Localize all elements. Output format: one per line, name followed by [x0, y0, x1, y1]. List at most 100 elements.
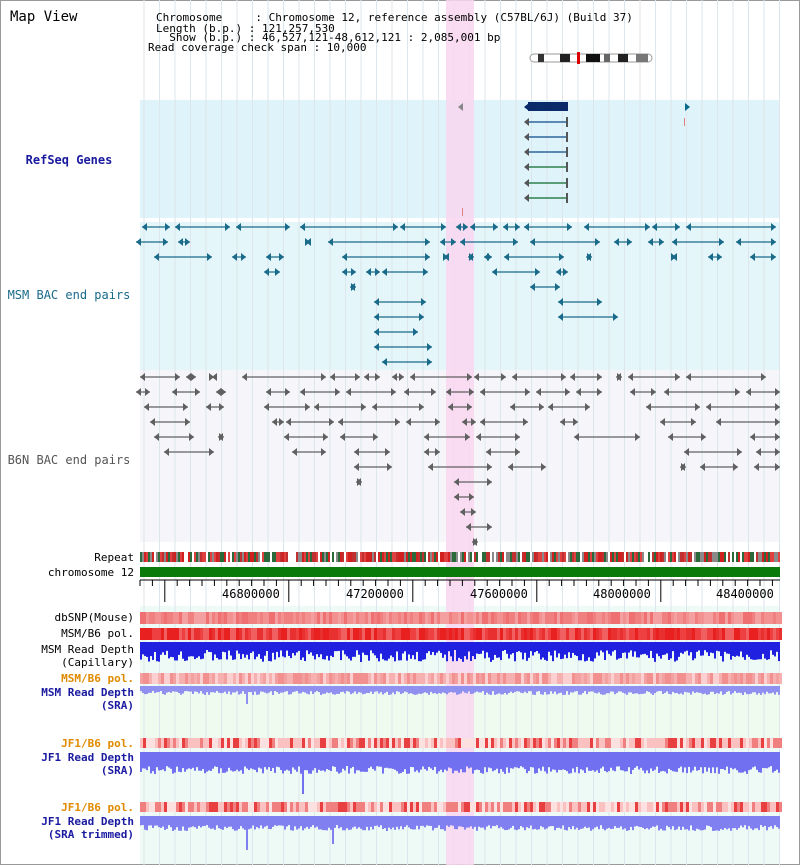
depth-bar — [574, 816, 576, 830]
polymorphism-cell — [467, 612, 470, 624]
depth-bar — [500, 816, 502, 827]
polymorphism-cell — [392, 628, 395, 640]
polymorphism-cell — [770, 802, 773, 812]
repeat-segment — [550, 552, 552, 562]
bac-end-marker — [469, 253, 474, 261]
polymorphism-cell — [569, 628, 572, 640]
depth-bar — [430, 816, 432, 826]
repeat-segment — [626, 552, 628, 562]
polymorphism-cell — [152, 738, 155, 748]
repeat-segment — [322, 552, 324, 562]
depth-bar — [330, 816, 332, 830]
depth-bar — [768, 752, 770, 768]
depth-bar — [420, 686, 422, 695]
polymorphism-cell — [245, 612, 248, 624]
depth-bar — [578, 752, 580, 774]
polymorphism-cell — [182, 612, 185, 624]
repeat-segment — [446, 552, 448, 562]
polymorphism-cell — [509, 802, 512, 812]
refseq-genes[interactable] — [458, 102, 690, 216]
depth-bar — [696, 642, 698, 652]
depth-bar — [250, 816, 252, 829]
polymorphism-cell — [602, 673, 605, 684]
polymorphism-cell — [317, 612, 320, 624]
polymorphism-cell — [596, 738, 599, 748]
polymorphism-cell — [395, 628, 398, 640]
depth-bar — [398, 752, 400, 774]
polymorphism-cell — [428, 738, 431, 748]
depth-bar — [334, 752, 336, 767]
depth-bar — [346, 752, 348, 767]
polymorphism-cell — [347, 802, 350, 812]
depth-bar — [152, 686, 154, 692]
polymorphism-tracks[interactable] — [140, 612, 782, 812]
depth-bar — [510, 816, 512, 828]
depth-bar — [202, 686, 204, 694]
chromosome-ideogram[interactable] — [529, 52, 653, 64]
depth-bar — [540, 642, 542, 660]
depth-bar — [762, 752, 764, 769]
polymorphism-cell — [773, 802, 776, 812]
chromosome-bar[interactable] — [140, 567, 780, 577]
polymorphism-cell — [353, 802, 356, 812]
depth-bar — [752, 686, 754, 693]
depth-bar — [490, 816, 492, 829]
depth-bar — [426, 816, 428, 826]
repeat-segment — [764, 552, 766, 562]
repeat-segment — [674, 552, 676, 562]
b6n-bac-end-pairs[interactable] — [136, 373, 780, 546]
polymorphism-cell — [350, 628, 353, 640]
polymorphism-cell — [521, 673, 524, 684]
depth-bar — [728, 816, 730, 829]
depth-bar — [618, 642, 620, 659]
depth-bar — [760, 752, 762, 773]
polymorphism-cell — [776, 628, 779, 640]
depth-bar — [364, 752, 366, 772]
depth-bar — [300, 686, 302, 694]
polymorphism-cell — [575, 802, 578, 812]
depth-bar — [164, 816, 166, 830]
depth-bar — [402, 642, 404, 654]
polymorphism-cell — [731, 738, 734, 748]
polymorphism-cell — [542, 673, 545, 684]
polymorphism-cell — [431, 612, 434, 624]
polymorphism-cell — [473, 738, 476, 748]
depth-bar — [256, 816, 258, 828]
read-depth-tracks[interactable] — [140, 642, 780, 850]
polymorphism-cell — [689, 802, 692, 812]
polymorphism-cell — [233, 673, 236, 684]
polymorphism-cell — [335, 738, 338, 748]
depth-bar — [260, 642, 262, 659]
polymorphism-cell — [626, 802, 629, 812]
position-axis — [139, 579, 780, 602]
polymorphism-cell — [227, 628, 230, 640]
polymorphism-cell — [644, 673, 647, 684]
highlight-region[interactable] — [446, 0, 474, 865]
depth-bar — [462, 642, 464, 662]
bac-end-marker — [559, 253, 564, 261]
depth-bar — [306, 816, 308, 827]
depth-bar — [168, 816, 170, 826]
depth-bar — [304, 686, 306, 693]
depth-bar — [218, 686, 220, 693]
polymorphism-cell — [671, 628, 674, 640]
depth-bar — [630, 752, 632, 774]
polymorphism-cell — [758, 612, 761, 624]
polymorphism-cell — [299, 628, 302, 640]
depth-bar — [606, 752, 608, 773]
depth-bar — [668, 752, 670, 769]
msm-bac-end-pairs[interactable] — [136, 223, 776, 366]
polymorphism-cell — [686, 612, 689, 624]
repeat-segment — [462, 552, 464, 562]
depth-bar — [212, 816, 214, 829]
depth-bar — [412, 686, 414, 695]
repeat-track[interactable] — [140, 552, 780, 562]
depth-bar — [166, 816, 168, 829]
repeat-segment — [234, 552, 236, 562]
depth-bar — [554, 752, 556, 770]
polymorphism-cell — [635, 673, 638, 684]
depth-bar — [374, 686, 376, 692]
bac-end-marker — [374, 313, 379, 321]
depth-bar — [420, 642, 422, 662]
